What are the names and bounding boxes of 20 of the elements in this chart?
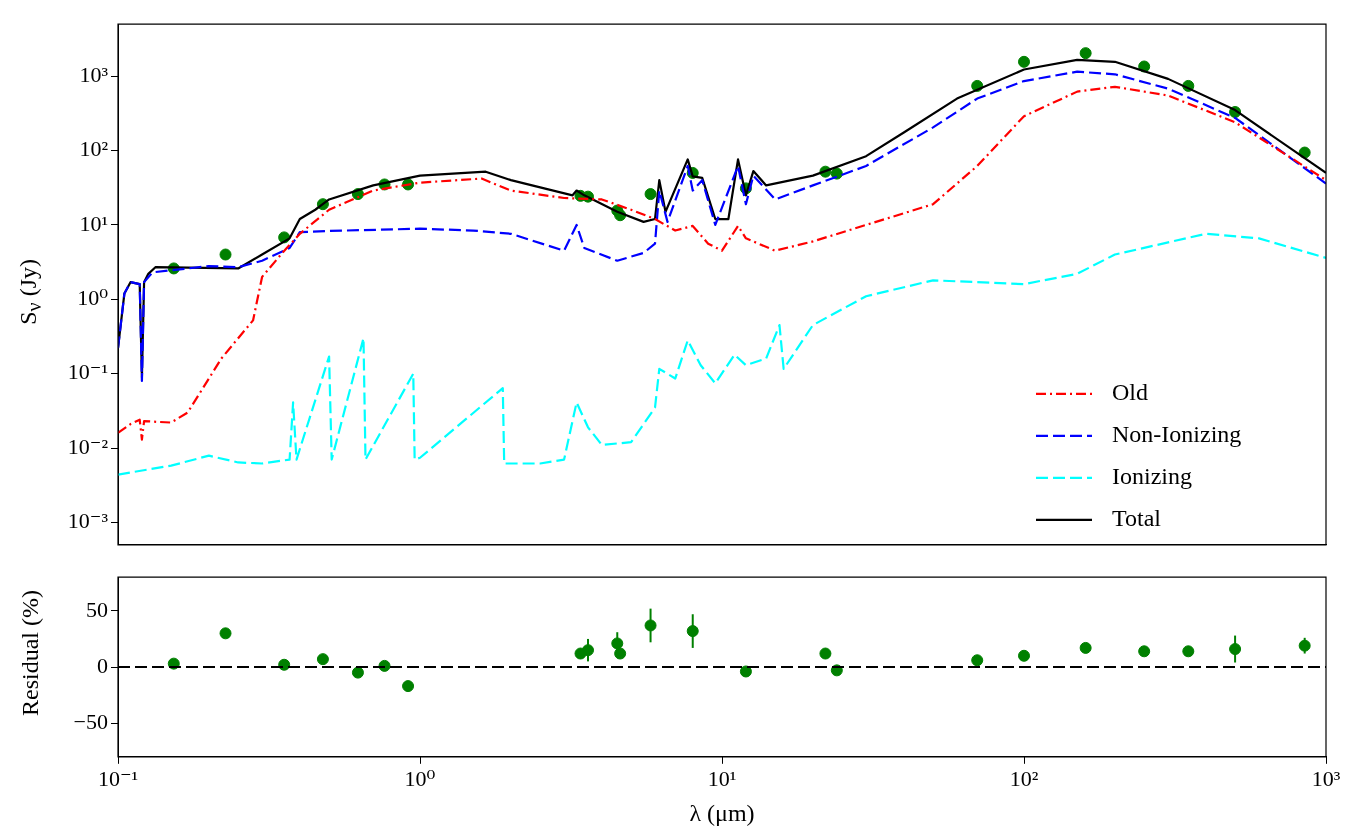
x-tick-label: 10⁰: [404, 765, 436, 791]
y-tick-label: 50: [86, 596, 108, 622]
y-tick-label: 0: [97, 652, 108, 678]
x-tick-label: 10¹: [707, 765, 737, 791]
x-axis-title: λ (μm): [689, 799, 755, 826]
y-tick-label: −50: [73, 708, 108, 734]
y-tick-label: 10⁰: [77, 285, 109, 311]
legend-label: Total: [1112, 505, 1162, 532]
legend-label: Old: [1112, 379, 1148, 406]
legend-label: Ionizing: [1112, 463, 1192, 490]
y-tick-label: 10²: [79, 136, 109, 162]
y-tick-label: 10⁻²: [67, 433, 109, 459]
y-axis-title: Residual (%): [16, 589, 44, 716]
y-tick-label: 10⁻³: [67, 508, 109, 534]
x-tick-label: 10²: [1009, 765, 1039, 791]
y-tick-label: 10³: [79, 61, 109, 87]
y-tick-label: 10¹: [79, 210, 108, 236]
x-tick-label: 10³: [1311, 765, 1341, 791]
y-tick-label: 10⁻¹: [67, 359, 108, 385]
legend-label: Non-Ionizing: [1112, 421, 1242, 448]
